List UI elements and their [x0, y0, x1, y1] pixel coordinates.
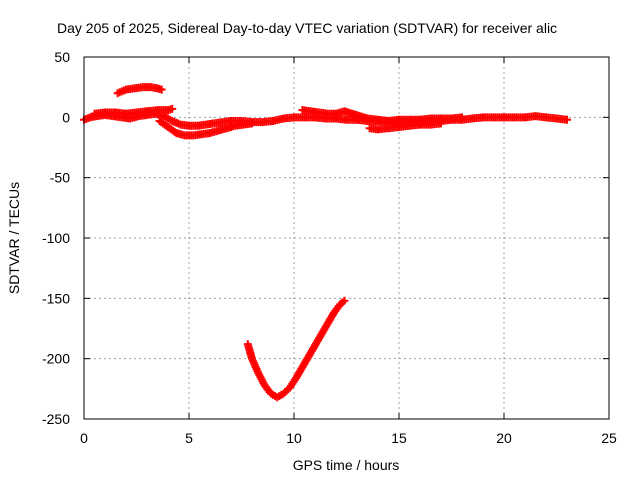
- y-tick-label: 50: [54, 49, 70, 65]
- x-tick-label: 25: [601, 430, 617, 446]
- data-point-lower-band: [248, 119, 256, 128]
- y-tick-label: -200: [42, 351, 70, 367]
- x-tick-label: 15: [391, 430, 407, 446]
- data-points: [80, 83, 571, 402]
- axis-ticks: 0 5 10 15 20 25 50 0 -50 -100 -150 -200 -250: [42, 49, 617, 446]
- x-tick-label: 10: [286, 430, 302, 446]
- data-point-upper-band: [458, 113, 466, 122]
- y-tick-label: -250: [42, 411, 70, 427]
- data-point-main-band: [563, 115, 571, 124]
- x-axis-label: GPS time / hours: [293, 457, 400, 473]
- y-tick-label: 0: [62, 109, 70, 125]
- x-tick-label: 20: [496, 430, 512, 446]
- x-tick-label: 5: [185, 430, 193, 446]
- y-axis-label: SDTVAR / TECUs: [6, 182, 22, 294]
- x-tick-label: 0: [80, 430, 88, 446]
- y-tick-label: -100: [42, 230, 70, 246]
- data-point-arc-cluster: [157, 85, 166, 94]
- data-point-v-shape: [340, 296, 349, 305]
- data-point-lower-band: [437, 119, 445, 128]
- y-tick-label: -150: [42, 290, 70, 306]
- data-point-upper-band: [168, 104, 177, 113]
- chart-title: Day 205 of 2025, Sidereal Day-to-day VTE…: [57, 20, 557, 36]
- plot-frame: [83, 56, 610, 420]
- y-tick-label: -50: [50, 170, 70, 186]
